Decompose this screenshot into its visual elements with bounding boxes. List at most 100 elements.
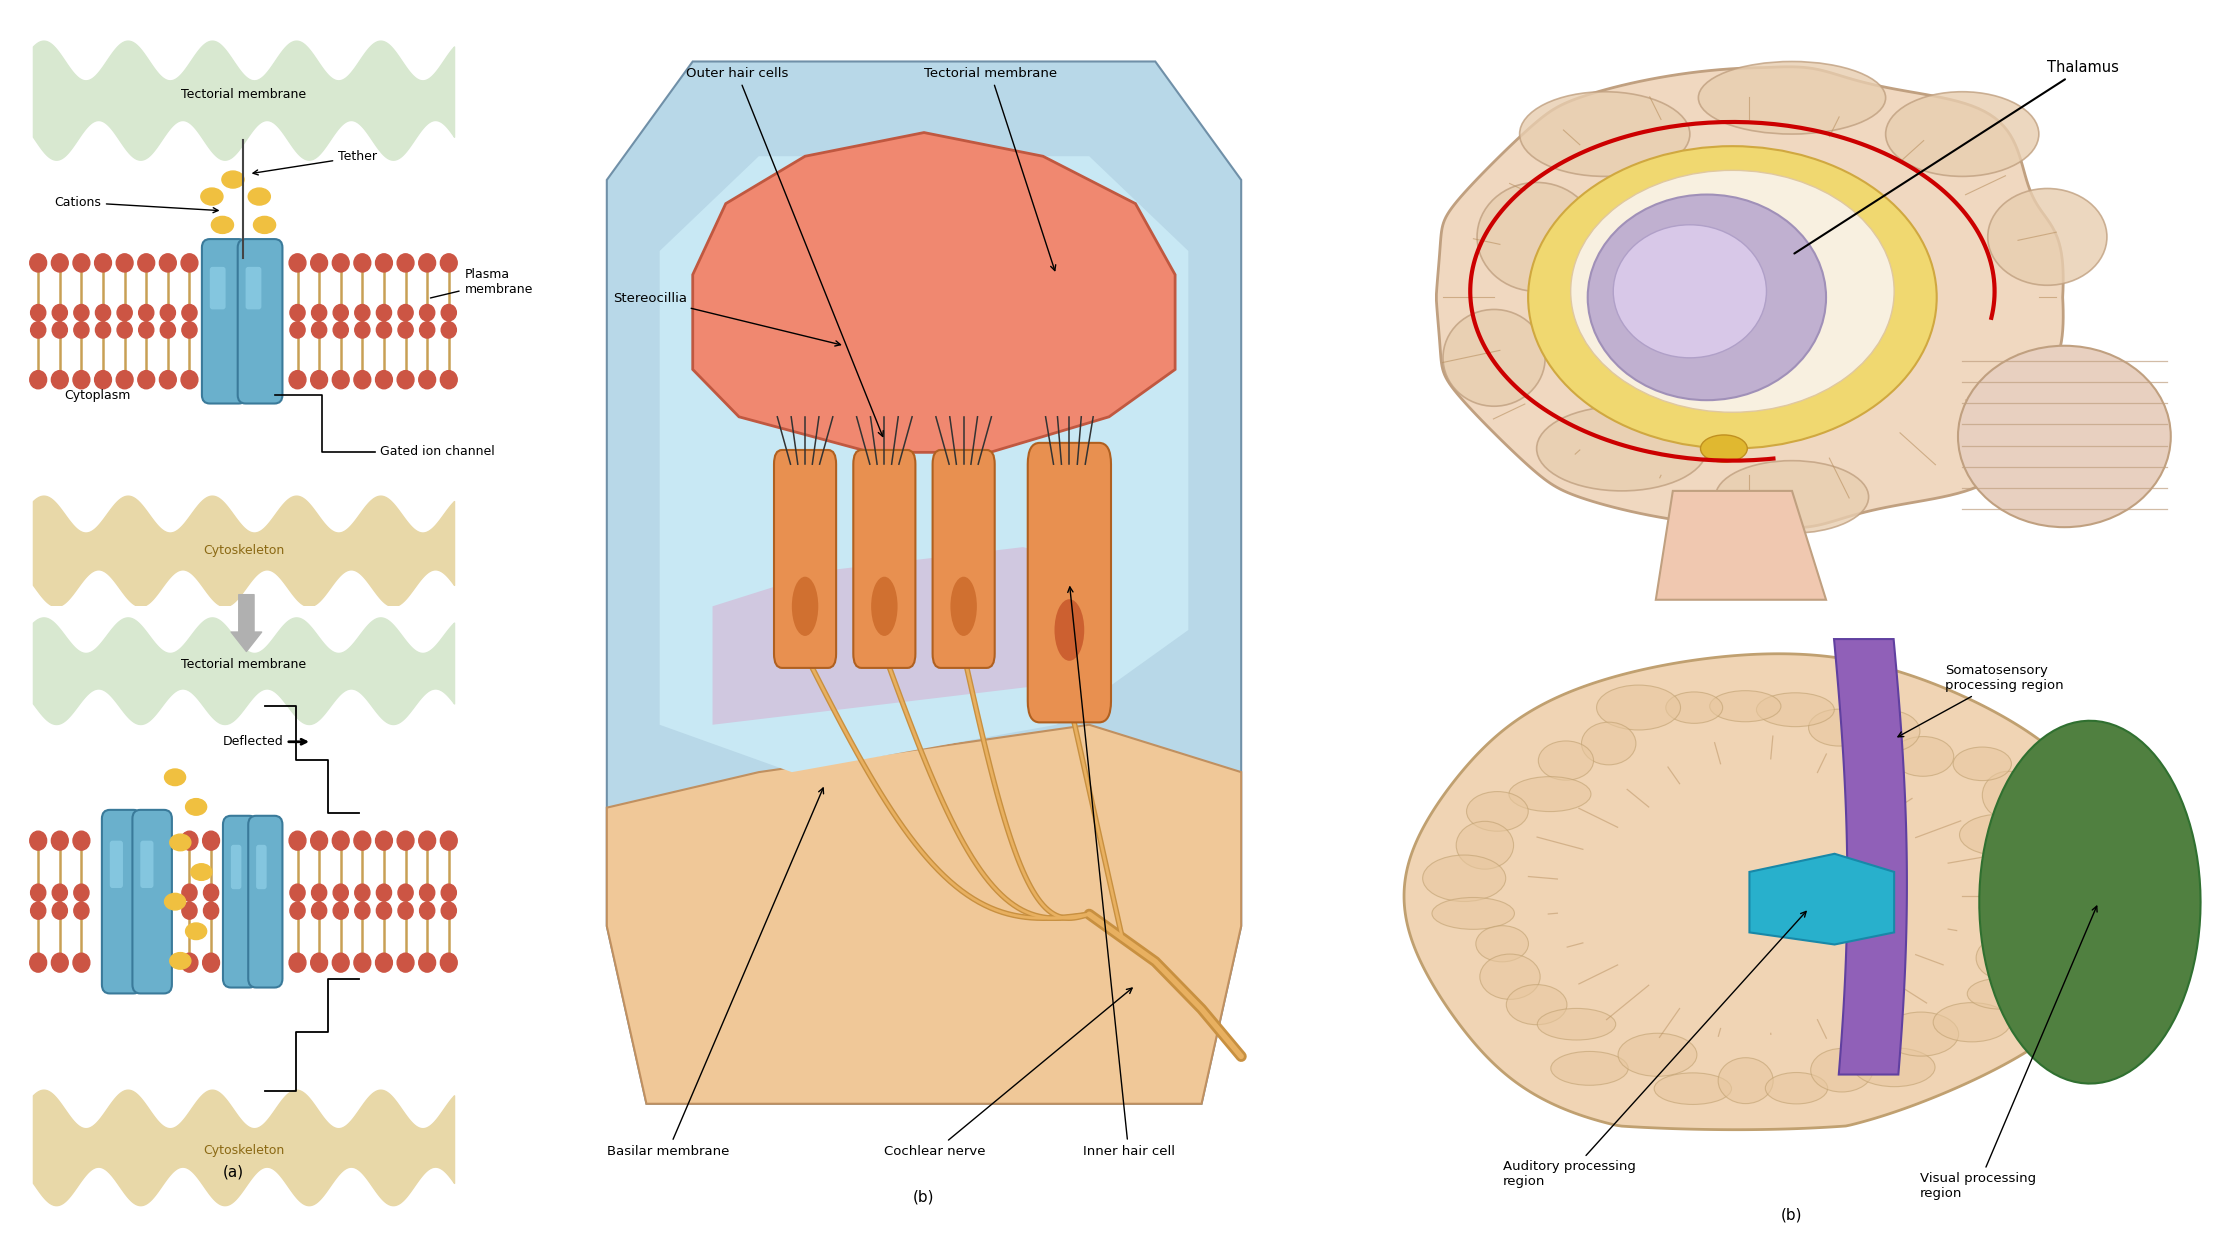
Circle shape	[29, 953, 47, 973]
Circle shape	[52, 902, 67, 920]
Ellipse shape	[1467, 791, 1528, 832]
Circle shape	[29, 832, 47, 850]
Text: Plasma
membrane: Plasma membrane	[430, 267, 533, 297]
Text: Tectorial membrane: Tectorial membrane	[923, 67, 1057, 271]
FancyBboxPatch shape	[775, 450, 836, 668]
Circle shape	[332, 953, 349, 973]
Polygon shape	[1980, 721, 2200, 1084]
Circle shape	[441, 253, 457, 272]
Circle shape	[334, 321, 347, 338]
Circle shape	[399, 305, 412, 321]
Circle shape	[376, 953, 392, 973]
Ellipse shape	[1510, 776, 1590, 811]
FancyBboxPatch shape	[141, 840, 155, 888]
Circle shape	[289, 253, 307, 272]
Text: Thalamus: Thalamus	[1794, 60, 2119, 253]
Circle shape	[181, 253, 197, 272]
Circle shape	[31, 321, 45, 338]
Ellipse shape	[1886, 92, 2038, 176]
Circle shape	[289, 321, 305, 338]
Circle shape	[204, 885, 220, 901]
Circle shape	[441, 902, 457, 920]
Circle shape	[116, 370, 132, 389]
Ellipse shape	[164, 893, 186, 910]
Circle shape	[311, 370, 327, 389]
Circle shape	[332, 832, 349, 850]
Circle shape	[52, 305, 67, 321]
Ellipse shape	[1597, 685, 1680, 730]
Circle shape	[354, 832, 372, 850]
Text: Cytoskeleton: Cytoskeleton	[204, 1144, 284, 1157]
Circle shape	[159, 370, 177, 389]
Ellipse shape	[1667, 692, 1723, 723]
Circle shape	[419, 832, 435, 850]
Ellipse shape	[1519, 92, 1689, 176]
Circle shape	[441, 832, 457, 850]
Circle shape	[289, 370, 307, 389]
Text: Deflected: Deflected	[222, 736, 307, 748]
FancyBboxPatch shape	[224, 815, 258, 988]
Ellipse shape	[170, 953, 190, 969]
Ellipse shape	[1481, 954, 1541, 999]
Circle shape	[354, 953, 372, 973]
Ellipse shape	[1893, 737, 1953, 776]
Ellipse shape	[1528, 146, 1938, 449]
Ellipse shape	[1810, 1048, 1873, 1092]
Circle shape	[74, 902, 90, 920]
Ellipse shape	[186, 799, 206, 815]
Circle shape	[74, 885, 90, 901]
FancyBboxPatch shape	[110, 840, 123, 888]
Circle shape	[396, 832, 414, 850]
Ellipse shape	[1933, 1003, 2012, 1042]
Ellipse shape	[1570, 170, 1895, 412]
Circle shape	[311, 321, 327, 338]
Text: Visual processing
region: Visual processing region	[1920, 906, 2097, 1201]
FancyBboxPatch shape	[101, 810, 141, 993]
Ellipse shape	[190, 864, 213, 881]
FancyBboxPatch shape	[132, 810, 172, 993]
FancyBboxPatch shape	[1028, 442, 1111, 722]
Ellipse shape	[2012, 845, 2068, 878]
Ellipse shape	[202, 188, 224, 205]
Circle shape	[311, 305, 327, 321]
Ellipse shape	[1859, 711, 1920, 752]
Circle shape	[181, 832, 197, 850]
Ellipse shape	[1613, 224, 1767, 358]
Ellipse shape	[1581, 722, 1635, 765]
Ellipse shape	[1967, 979, 2034, 1009]
FancyBboxPatch shape	[231, 844, 242, 890]
Circle shape	[289, 832, 307, 850]
Circle shape	[94, 253, 112, 272]
Ellipse shape	[871, 577, 898, 636]
Circle shape	[181, 902, 197, 920]
Circle shape	[419, 885, 435, 901]
Ellipse shape	[1700, 435, 1747, 462]
Circle shape	[94, 370, 112, 389]
Circle shape	[354, 902, 370, 920]
Circle shape	[376, 832, 392, 850]
Circle shape	[159, 253, 177, 272]
Circle shape	[116, 253, 132, 272]
Text: (b): (b)	[1781, 1207, 1803, 1222]
Circle shape	[289, 953, 307, 973]
Circle shape	[376, 305, 392, 321]
Circle shape	[31, 305, 45, 321]
Circle shape	[161, 305, 175, 321]
Circle shape	[311, 902, 327, 920]
Circle shape	[116, 321, 132, 338]
Circle shape	[52, 885, 67, 901]
FancyBboxPatch shape	[249, 815, 282, 988]
Circle shape	[52, 321, 67, 338]
Polygon shape	[607, 62, 1241, 1104]
Circle shape	[419, 370, 435, 389]
Circle shape	[139, 305, 155, 321]
Ellipse shape	[1855, 1048, 1935, 1086]
Circle shape	[419, 321, 435, 338]
Ellipse shape	[1718, 1057, 1774, 1104]
Ellipse shape	[1960, 814, 2041, 856]
Text: Cytoplasm: Cytoplasm	[65, 388, 130, 402]
Circle shape	[441, 370, 457, 389]
FancyBboxPatch shape	[211, 267, 226, 310]
Ellipse shape	[1537, 406, 1707, 491]
Circle shape	[96, 305, 110, 321]
